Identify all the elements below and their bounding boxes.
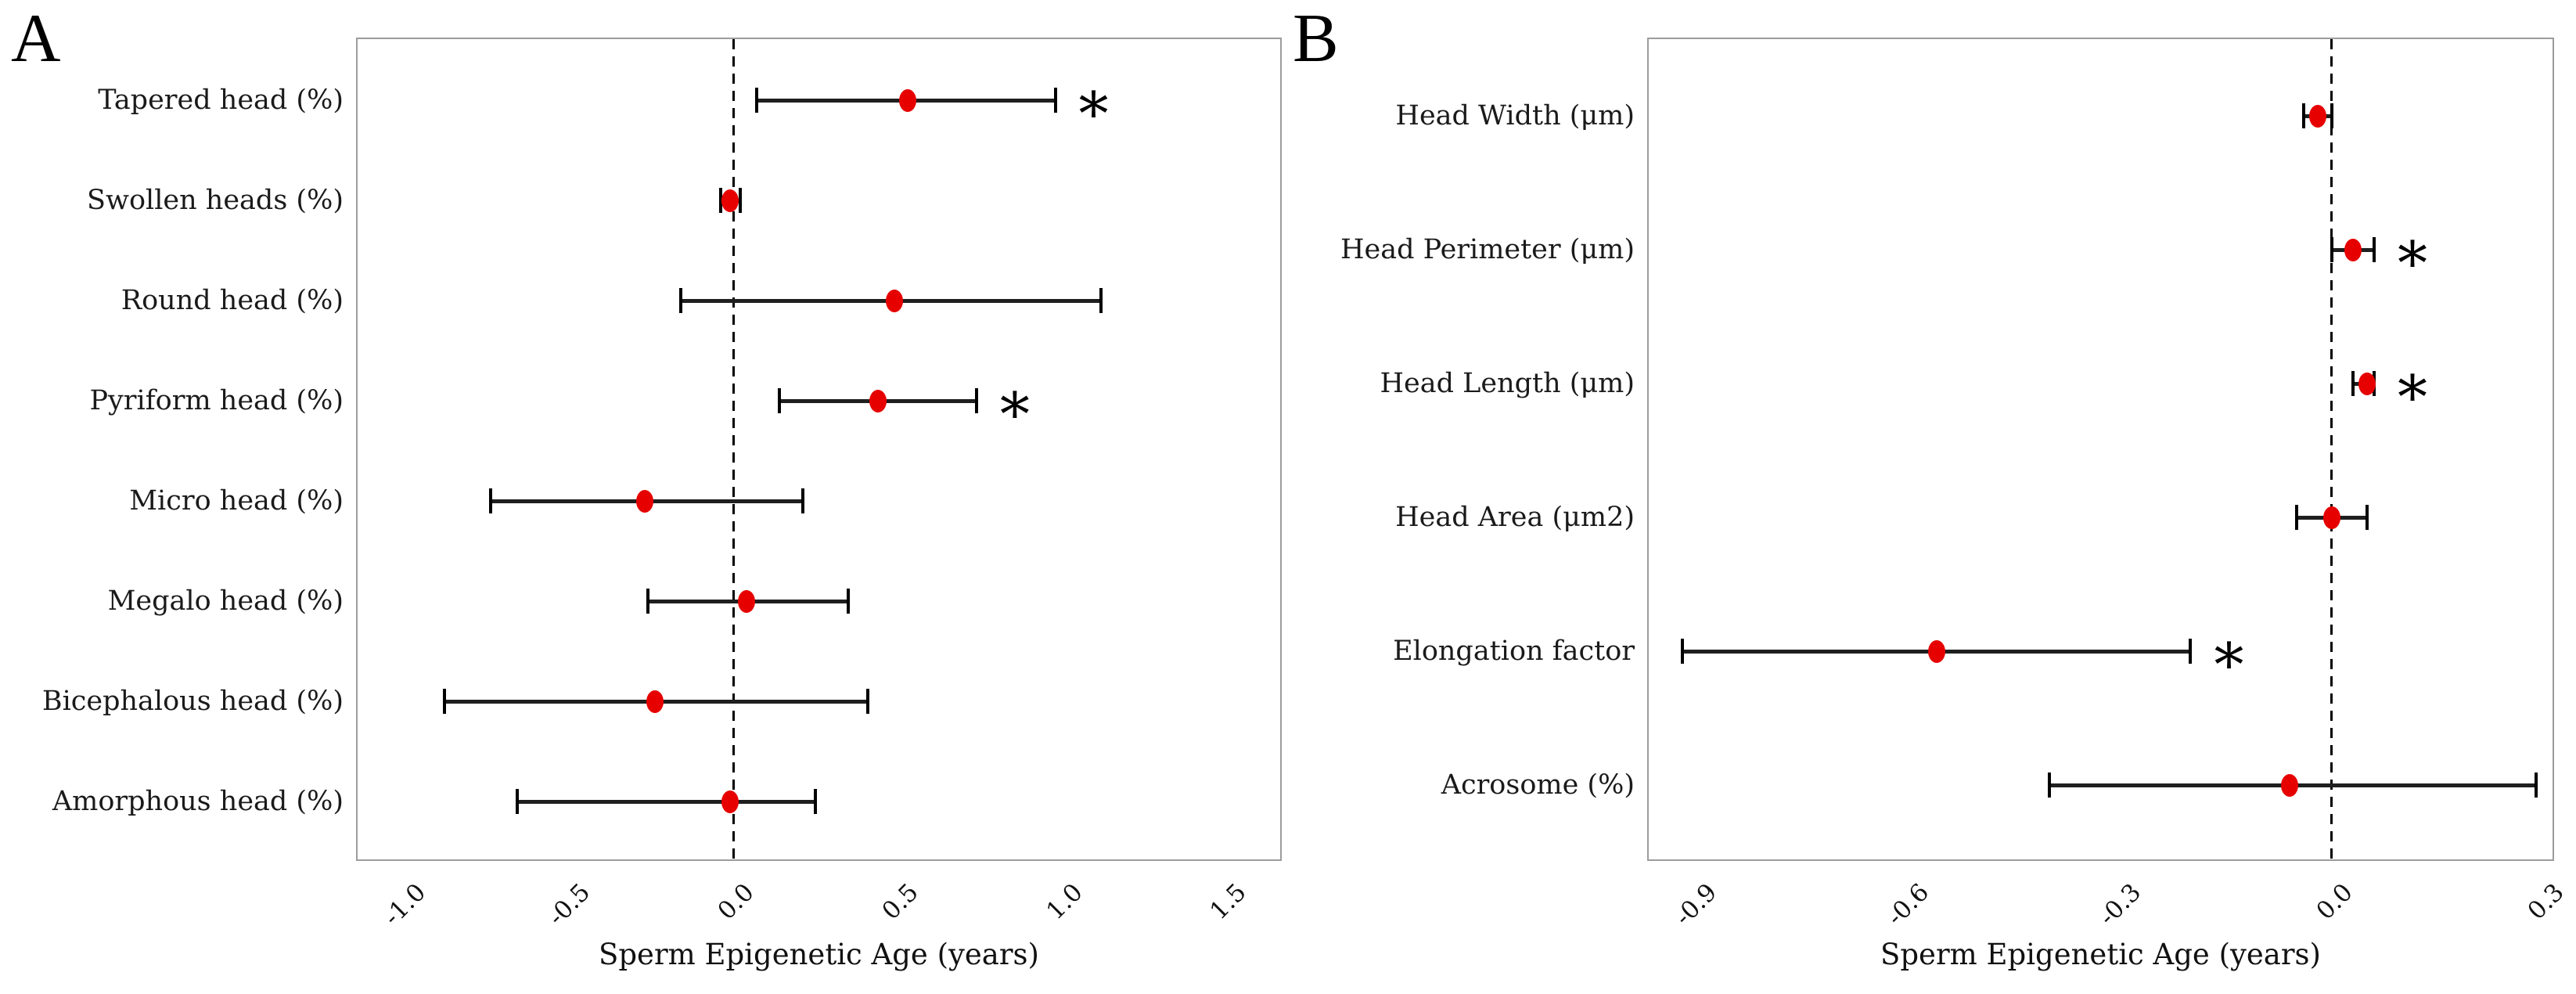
category-label: Head Length (μm) bbox=[1380, 368, 1635, 399]
estimate-dot bbox=[636, 489, 654, 513]
panel-label: B bbox=[1293, 1, 1339, 77]
significance-asterisk: * bbox=[2398, 229, 2427, 298]
zero-reference-line bbox=[732, 39, 735, 859]
error-bar-cap-low bbox=[488, 488, 492, 513]
error-bar-cap-low bbox=[2301, 103, 2305, 128]
category-label: Amorphous head (%) bbox=[52, 786, 344, 817]
x-tick-label: 0.0 bbox=[2311, 878, 2358, 926]
estimate-dot bbox=[1927, 639, 1945, 663]
error-bar-cap-low bbox=[679, 288, 683, 313]
x-tick-label: 1.5 bbox=[1204, 878, 1253, 926]
error-bar-cap-high bbox=[2365, 505, 2369, 530]
x-tick-label: -0.5 bbox=[542, 878, 596, 931]
category-label: Swollen heads (%) bbox=[87, 185, 344, 216]
x-tick-label: -0.6 bbox=[1881, 878, 1935, 931]
error-bar-cap-high bbox=[1053, 88, 1057, 113]
plot-area bbox=[356, 38, 1282, 861]
significance-asterisk: * bbox=[999, 380, 1030, 449]
error-bar-cap-high bbox=[2373, 237, 2376, 262]
estimate-dot bbox=[2322, 506, 2340, 529]
estimate-dot bbox=[2280, 773, 2298, 797]
category-label: Bicephalous head (%) bbox=[41, 686, 344, 717]
error-bar-cap-low bbox=[2294, 505, 2298, 530]
error-bar-cap-high bbox=[2189, 639, 2193, 664]
error-bar-cap-low bbox=[778, 388, 782, 413]
error-bar-cap-high bbox=[866, 689, 870, 714]
error-bar-cap-high bbox=[814, 789, 818, 814]
estimate-dot bbox=[898, 88, 916, 112]
error-bar-cap-low bbox=[2351, 371, 2355, 396]
x-tick-label: 0.5 bbox=[876, 878, 924, 926]
estimate-dot bbox=[2344, 238, 2362, 261]
error-bar-cap-low bbox=[515, 789, 519, 814]
error-bar-cap-low bbox=[2330, 237, 2333, 262]
error-bar-cap-low bbox=[1681, 639, 1685, 664]
category-label: Head Width (μm) bbox=[1395, 100, 1635, 131]
significance-asterisk: * bbox=[2214, 630, 2244, 700]
panel-label: A bbox=[11, 1, 61, 77]
error-bar-cap-high bbox=[2535, 773, 2538, 798]
x-axis-title: Sperm Epigenetic Age (years) bbox=[1880, 938, 2321, 971]
x-axis-title: Sperm Epigenetic Age (years) bbox=[599, 938, 1039, 971]
error-bar-line bbox=[516, 799, 816, 804]
x-tick-label: 0.3 bbox=[2522, 878, 2570, 926]
zero-reference-line bbox=[2330, 39, 2333, 859]
category-label: Tapered head (%) bbox=[98, 85, 344, 116]
estimate-dot bbox=[738, 589, 756, 613]
category-label: Round head (%) bbox=[121, 285, 344, 316]
x-tick-label: -0.9 bbox=[1669, 878, 1723, 931]
category-label: Acrosome (%) bbox=[1441, 769, 1635, 801]
category-label: Elongation factor bbox=[1393, 636, 1635, 667]
estimate-dot bbox=[721, 790, 739, 813]
estimate-dot bbox=[646, 690, 664, 713]
error-bar-cap-low bbox=[2048, 773, 2052, 798]
category-label: Head Area (μm2) bbox=[1395, 502, 1635, 533]
category-label: Head Perimeter (μm) bbox=[1340, 234, 1635, 265]
error-bar-cap-high bbox=[847, 589, 851, 614]
estimate-dot bbox=[885, 289, 903, 312]
error-bar-cap-high bbox=[2330, 103, 2333, 128]
estimate-dot bbox=[721, 189, 739, 212]
estimate-dot bbox=[869, 389, 887, 412]
error-bar-cap-high bbox=[1099, 288, 1103, 313]
error-bar-cap-low bbox=[754, 88, 758, 113]
error-bar-cap-low bbox=[646, 589, 650, 614]
estimate-dot bbox=[2308, 104, 2326, 128]
significance-asterisk: * bbox=[1078, 79, 1109, 149]
x-tick-label: 0.0 bbox=[712, 878, 760, 926]
significance-asterisk: * bbox=[2398, 362, 2427, 432]
error-bar-cap-low bbox=[443, 689, 447, 714]
estimate-dot bbox=[2358, 372, 2376, 395]
error-bar-cap-high bbox=[974, 388, 978, 413]
error-bar-cap-high bbox=[738, 188, 742, 213]
category-label: Megalo head (%) bbox=[107, 585, 344, 617]
plot-area bbox=[1647, 38, 2554, 861]
category-label: Micro head (%) bbox=[129, 485, 344, 517]
category-label: Pyriform head (%) bbox=[89, 385, 344, 416]
x-tick-label: -0.3 bbox=[2093, 878, 2146, 931]
x-tick-label: 1.0 bbox=[1041, 878, 1088, 926]
error-bar-cap-low bbox=[718, 188, 722, 213]
error-bar-cap-high bbox=[801, 488, 804, 513]
x-tick-label: -1.0 bbox=[378, 878, 432, 931]
